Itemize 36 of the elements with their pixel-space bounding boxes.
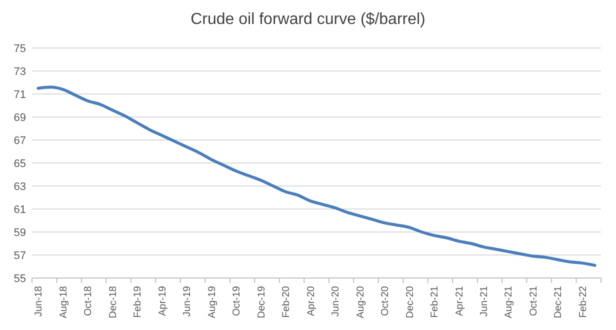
x-tick-label: Dec-21	[553, 286, 564, 318]
line-series	[36, 86, 596, 267]
x-tick-label: Jun-18	[34, 286, 45, 317]
y-tick-label: 59	[14, 226, 26, 239]
x-tick-label: Feb-22	[578, 286, 589, 318]
y-tick-label: 69	[14, 112, 26, 124]
y-tick-label: 71	[14, 88, 26, 101]
x-tick-label: Feb-21	[430, 286, 441, 318]
x-tick-label: Oct-18	[83, 286, 94, 316]
x-tick-label: Apr-21	[454, 286, 466, 316]
y-tick-label: 61	[14, 204, 26, 216]
y-tick-label: 63	[14, 180, 26, 193]
x-tick-label: Feb-20	[281, 286, 292, 318]
y-tick-label: 65	[14, 158, 26, 170]
x-tick-label: Dec-19	[256, 286, 268, 318]
x-tick-label: Dec-18	[108, 286, 119, 318]
x-tick-label: Aug-19	[206, 286, 218, 318]
y-tick-label: 73	[14, 66, 26, 78]
x-tick-label: Oct-19	[232, 286, 243, 316]
x-tick-label: Aug-20	[355, 286, 366, 318]
x-tick-label: Jun-19	[182, 286, 194, 317]
y-tick-label: 67	[14, 134, 26, 147]
y-tick-label: 75	[14, 42, 26, 55]
x-tick-label: Oct-21	[528, 286, 540, 316]
x-tick-label: Jun-21	[478, 286, 490, 317]
x-tick-label: Apr-20	[306, 286, 317, 316]
x-tick-label: Aug-21	[504, 286, 515, 318]
x-tick-label: Jun-20	[330, 286, 342, 317]
x-tick-label: Feb-19	[132, 286, 144, 318]
x-tick-label: Oct-20	[380, 286, 392, 316]
chart-title: Crude oil forward curve ($/barrel)	[190, 11, 426, 28]
y-tick-label: 57	[14, 250, 26, 262]
x-tick-label: Dec-20	[404, 286, 416, 318]
y-tick-label: 55	[14, 272, 26, 285]
x-tick-label: Aug-18	[58, 286, 70, 318]
x-tick-label: Apr-19	[157, 286, 168, 316]
